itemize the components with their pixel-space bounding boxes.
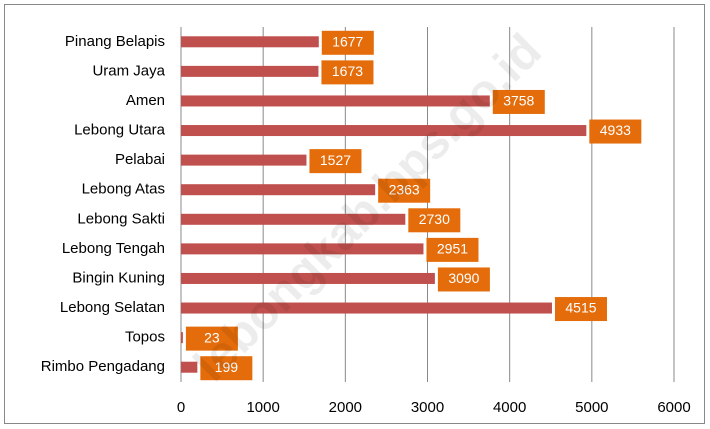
value-label: 199	[215, 359, 239, 375]
value-label-box	[589, 119, 642, 144]
x-tick-label: 6000	[657, 399, 690, 416]
bar	[181, 184, 376, 196]
bar	[181, 272, 435, 284]
x-tick-label: 4000	[493, 399, 526, 416]
value-label: 2951	[437, 241, 468, 257]
bar	[181, 213, 406, 225]
y-tick-label: Lebong Utara	[74, 122, 166, 139]
bar	[181, 65, 319, 77]
grid	[180, 27, 675, 382]
value-label-box	[408, 208, 461, 233]
bar	[181, 361, 198, 373]
value-label: 4933	[600, 122, 631, 138]
y-tick-label: Lebong Atas	[82, 181, 165, 198]
value-label-box	[321, 30, 374, 55]
value-label-box	[321, 60, 374, 85]
bar	[181, 243, 424, 255]
x-tick-label: 2000	[329, 399, 362, 416]
bar	[181, 154, 307, 166]
value-label: 3090	[448, 270, 479, 286]
y-tick-label: Lebong Selatan	[60, 299, 165, 316]
x-tick-label: 0	[177, 399, 185, 416]
y-tick-label: Topos	[125, 329, 165, 346]
value-label: 1677	[332, 33, 363, 49]
value-label-box	[437, 267, 490, 292]
bar	[181, 36, 319, 48]
value-label-box	[185, 326, 238, 351]
y-tick-label: Lebong Sakti	[77, 210, 165, 227]
value-label: 1673	[332, 63, 363, 79]
y-tick-label: Pinang Belapis	[65, 33, 165, 50]
x-tick-label: 3000	[411, 399, 444, 416]
bar	[181, 302, 552, 314]
value-label: 1527	[320, 152, 351, 168]
value-label: 2730	[419, 211, 450, 227]
y-tick-label: Rimbo Pengadang	[41, 358, 165, 375]
x-tick-label: 1000	[246, 399, 279, 416]
value-label-box	[554, 297, 607, 322]
y-tick-label: Uram Jaya	[92, 62, 165, 79]
y-tick-label: Lebong Tengah	[62, 240, 165, 257]
value-label: 2363	[389, 181, 420, 197]
bar	[181, 125, 587, 137]
value-label-box	[200, 356, 253, 381]
value-label: 23	[204, 329, 220, 345]
value-label-box	[426, 237, 479, 262]
bar	[181, 95, 490, 107]
bar	[181, 332, 183, 344]
y-tick-label: Amen	[126, 92, 165, 109]
value-label-box	[492, 89, 545, 114]
value-label-box	[378, 178, 431, 203]
value-label-box	[309, 149, 362, 174]
marks: 1677 1673 3758 4933 1527 2363 2730 2951 3090 4515…	[181, 30, 642, 381]
value-label: 4515	[565, 300, 596, 316]
y-tick-label: Pelabai	[115, 151, 165, 168]
value-label: 3758	[503, 93, 534, 109]
x-tick-label: 5000	[575, 399, 608, 416]
y-tick-label: Bingin Kuning	[72, 269, 165, 286]
